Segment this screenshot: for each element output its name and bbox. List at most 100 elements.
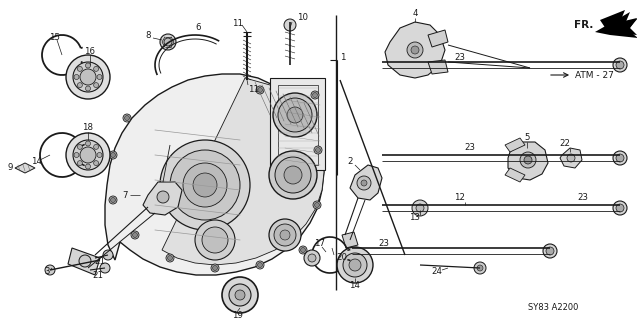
Polygon shape [15, 163, 35, 173]
Text: 21: 21 [94, 258, 106, 267]
Circle shape [343, 253, 367, 277]
Circle shape [315, 203, 320, 207]
Text: 9: 9 [8, 164, 13, 172]
Circle shape [313, 92, 317, 98]
Circle shape [94, 144, 99, 149]
Circle shape [157, 191, 169, 203]
Circle shape [94, 83, 99, 88]
Text: ATM - 27: ATM - 27 [575, 70, 614, 79]
Polygon shape [270, 78, 325, 170]
Circle shape [109, 151, 117, 159]
Circle shape [349, 259, 361, 271]
Circle shape [168, 255, 173, 260]
Polygon shape [428, 60, 448, 74]
Text: 23: 23 [378, 238, 389, 247]
Polygon shape [143, 182, 182, 215]
Circle shape [301, 247, 306, 252]
Circle shape [567, 154, 575, 162]
Text: 23: 23 [464, 143, 475, 153]
Circle shape [213, 266, 217, 270]
Circle shape [278, 98, 312, 132]
Circle shape [85, 164, 90, 169]
Text: FR.: FR. [574, 20, 594, 30]
Circle shape [77, 66, 82, 71]
Circle shape [269, 219, 301, 251]
Polygon shape [385, 22, 445, 78]
Text: 6: 6 [196, 23, 201, 33]
Text: 13: 13 [410, 213, 420, 222]
Circle shape [222, 277, 258, 313]
Circle shape [280, 230, 290, 240]
Circle shape [411, 46, 419, 54]
Circle shape [170, 150, 240, 220]
Circle shape [183, 163, 227, 207]
Circle shape [313, 201, 321, 209]
Text: 22: 22 [559, 140, 571, 148]
Text: 3: 3 [44, 268, 50, 276]
Polygon shape [560, 148, 582, 168]
Polygon shape [428, 30, 448, 47]
Circle shape [256, 261, 264, 269]
Circle shape [166, 254, 174, 262]
Circle shape [74, 153, 79, 157]
Text: 11: 11 [233, 19, 243, 28]
Text: 21: 21 [92, 271, 103, 281]
Circle shape [613, 151, 627, 165]
Circle shape [314, 146, 322, 154]
Circle shape [164, 38, 172, 46]
Circle shape [273, 93, 317, 137]
Text: 16: 16 [85, 47, 96, 57]
Circle shape [616, 61, 624, 69]
Circle shape [299, 246, 307, 254]
Circle shape [103, 250, 113, 260]
Text: 20: 20 [336, 252, 347, 261]
Circle shape [73, 62, 103, 92]
Circle shape [257, 87, 262, 92]
Circle shape [616, 204, 624, 212]
Circle shape [110, 197, 115, 203]
Circle shape [100, 263, 110, 273]
Circle shape [235, 290, 245, 300]
Circle shape [195, 220, 235, 260]
Text: 15: 15 [50, 34, 61, 43]
Circle shape [79, 255, 91, 267]
Circle shape [66, 133, 110, 177]
Circle shape [123, 114, 131, 122]
Text: 8: 8 [145, 31, 151, 41]
Circle shape [160, 140, 250, 230]
Circle shape [80, 147, 96, 163]
Circle shape [284, 166, 302, 184]
Circle shape [211, 264, 219, 272]
Text: 23: 23 [455, 52, 466, 61]
Circle shape [407, 42, 423, 58]
Circle shape [274, 224, 296, 246]
Text: 2: 2 [347, 157, 353, 166]
Circle shape [520, 152, 536, 168]
Text: 18: 18 [83, 124, 94, 132]
Polygon shape [505, 138, 525, 152]
Circle shape [77, 83, 82, 88]
Text: 17: 17 [315, 238, 326, 247]
Text: 23: 23 [578, 194, 589, 203]
Text: 14: 14 [350, 281, 361, 290]
Text: 19: 19 [232, 310, 243, 319]
Circle shape [543, 244, 557, 258]
Circle shape [85, 141, 90, 146]
Circle shape [66, 55, 110, 99]
Text: 4: 4 [412, 10, 418, 19]
Circle shape [357, 176, 371, 190]
Polygon shape [342, 232, 358, 248]
Circle shape [284, 19, 296, 31]
Circle shape [109, 196, 117, 204]
Circle shape [80, 69, 96, 85]
Text: 5: 5 [524, 133, 530, 142]
Circle shape [257, 262, 262, 268]
Text: 24: 24 [431, 268, 443, 276]
Polygon shape [600, 10, 637, 35]
Text: 7: 7 [122, 190, 128, 199]
Polygon shape [505, 168, 525, 182]
Circle shape [613, 58, 627, 72]
Circle shape [229, 284, 251, 306]
Circle shape [474, 262, 486, 274]
Circle shape [85, 86, 90, 91]
